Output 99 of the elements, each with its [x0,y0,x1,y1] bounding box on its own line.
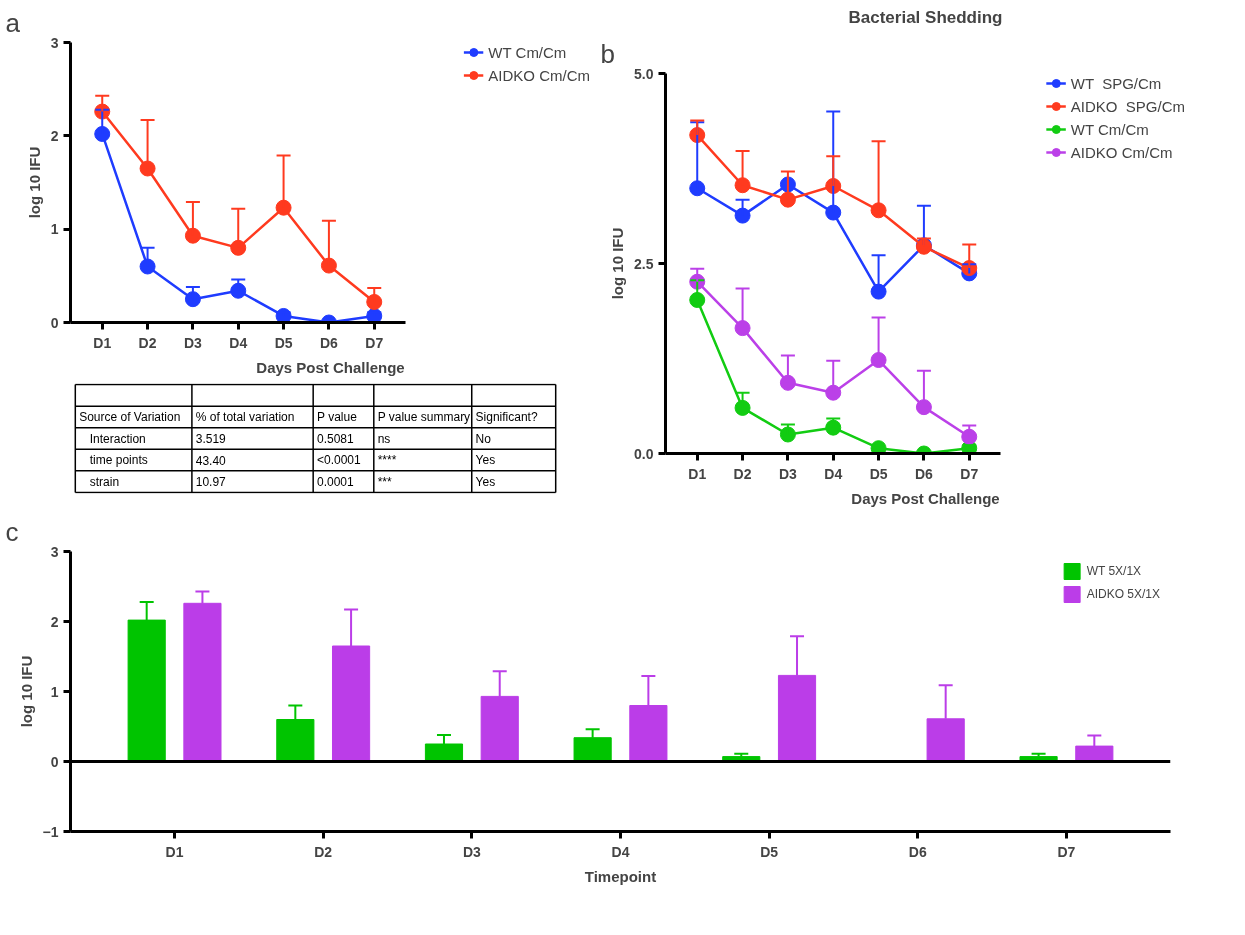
y-tick-label: 3 [50,543,59,560]
x-tick-label: D6 [319,334,339,351]
text: **** [377,453,397,468]
point [689,291,706,308]
legend-label: AIDKO 5X/1X [1086,587,1160,601]
y-tick-label: 1 [50,683,59,700]
point [870,283,887,300]
x-tick-label: D7 [960,465,979,482]
point [366,293,383,310]
point [94,125,111,142]
category-label: P value summary [377,409,471,424]
legend-label: WT Cm/Cm [1070,120,1149,138]
point [184,291,201,308]
point [779,374,796,391]
y-tick-label: 0.0 [634,445,654,462]
point [825,384,842,401]
category-label: P value [317,409,358,424]
x-tick-label: D2 [314,843,333,860]
x-tick-label: D6 [914,465,934,482]
point [870,440,887,454]
x-tick-label: D2 [733,465,752,482]
point [734,320,751,337]
text: 10.97 [195,475,227,490]
text: 0.5081 [317,432,355,446]
x-tick-label: D1 [93,334,112,351]
point [230,282,247,299]
point [320,257,337,274]
point [275,199,292,216]
text: 3.519 [195,432,227,446]
y-tick-label: 3 [50,34,59,51]
y-axis-title: log 10 IFU [25,146,43,219]
x-tick-label: D2 [138,334,157,351]
legend-label: AIDKO SPG/Cm [1070,97,1185,115]
text: *** [377,474,392,489]
legend-label: WT SPG/Cm [1070,74,1162,92]
x-tick-label: D5 [869,465,888,482]
point [779,426,796,443]
point [870,202,887,219]
legend-label: AIDKO Cm/Cm [1070,143,1173,161]
text: Yes [475,474,496,489]
x-tick-label: D7 [365,334,384,351]
x-tick-label: D3 [462,843,482,860]
y-axis-title: log 10 IFU [17,655,35,728]
x-tick-label: D4 [611,843,630,860]
x-tick-label: D6 [908,843,927,860]
y-tick-label: −1 [42,823,59,840]
point [139,160,156,177]
text: <0.0001 [317,453,362,468]
category-label: % of total variation [195,409,295,424]
chart-title: Bacterial Shedding [848,7,1003,27]
x-tick-label: D1 [688,465,707,482]
category-label: Source of Variation [79,409,181,424]
y-tick-label: 2.5 [634,255,654,272]
x-tick-label: D5 [274,334,293,351]
legend-label: WT 5X/1X [1086,564,1142,578]
category-label: Significant? [475,409,538,424]
text: time points [89,453,148,468]
x-tick-label: D4 [229,334,248,351]
text: a [5,7,21,38]
y-tick-label: 1 [50,221,59,238]
point [779,191,796,208]
y-tick-label: 0 [50,314,59,331]
point [734,177,751,194]
text: c [5,516,19,547]
point [825,419,842,436]
text: Interaction [89,431,146,446]
x-tick-label: D3 [183,334,203,351]
legend-label: AIDKO Cm/Cm [488,66,590,84]
text: 43.40 [195,453,227,468]
text: Yes [475,453,496,468]
text: 0.0001 [317,475,355,490]
x-tick-label: D7 [1057,843,1076,860]
point [825,204,842,221]
point [734,207,751,224]
legend-label: WT Cm/Cm [488,43,567,61]
y-axis-title: log 10 IFU [609,227,627,300]
point [689,180,706,197]
x-axis-title: Days Post Challenge [256,358,405,376]
point [734,399,751,416]
x-axis-title: Days Post Challenge [851,489,1000,507]
y-tick-label: 2 [50,613,59,630]
x-tick-label: D5 [760,843,779,860]
y-tick-label: 2 [50,127,59,144]
text: ns [377,431,391,446]
point [961,428,978,445]
x-tick-label: D4 [824,465,843,482]
x-axis-title: Timepoint [584,867,657,885]
y-tick-label: 0 [50,753,59,770]
y-tick-label: 5.0 [634,65,654,82]
point [230,239,247,256]
x-tick-label: D1 [165,843,184,860]
point [139,258,156,275]
x-tick-label: D3 [778,465,798,482]
text: b [600,38,615,69]
point [870,352,887,369]
point [184,227,201,244]
text: strain [89,474,120,489]
text: No [475,431,492,446]
point [915,399,932,416]
